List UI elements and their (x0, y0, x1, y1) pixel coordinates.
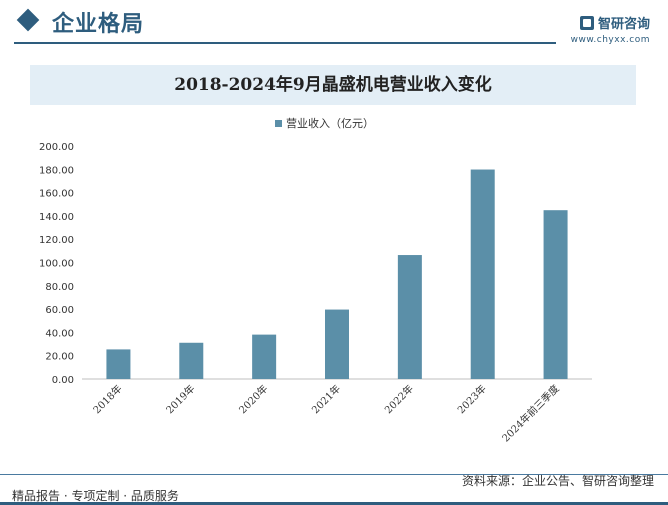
bar (543, 210, 568, 379)
x-tick-label: 2024年前三季度 (499, 382, 562, 445)
legend-label: 营业收入（亿元） (286, 116, 374, 130)
bar (325, 309, 349, 379)
bar (179, 342, 204, 379)
x-tick-label: 2020年 (236, 382, 270, 416)
y-tick-label: 180.00 (39, 165, 74, 176)
x-tick-label: 2021年 (309, 382, 343, 416)
footer-slogan: 精品报告 · 专项定制 · 品质服务 (12, 489, 179, 503)
y-tick-label: 160.00 (39, 189, 74, 200)
bar (470, 169, 495, 379)
x-tick-label: 2022年 (382, 382, 416, 416)
source-note: 资料来源：企业公告、智研咨询整理 (461, 474, 654, 488)
section-title: 企业格局 (52, 12, 145, 37)
brand-url: www.chyxx.com (570, 35, 650, 45)
y-tick-label: 120.00 (39, 235, 74, 246)
bar (252, 334, 277, 379)
y-tick-label: 100.00 (39, 259, 74, 270)
legend-swatch (275, 120, 282, 127)
brand: 智研咨询 www.chyxx.com (571, 12, 650, 45)
chart-title: 2018-2024年9月晶盛机电营业收入变化 (174, 75, 492, 95)
title-banner: 2018-2024年9月晶盛机电营业收入变化 (30, 65, 636, 105)
x-tick-label: 2023年 (455, 382, 489, 416)
brand-name: 智研咨询 (597, 17, 650, 32)
footer-bar (0, 502, 668, 505)
y-tick-label: 0.00 (52, 375, 74, 386)
footer-divider (0, 474, 668, 475)
y-tick-label: 20.00 (45, 352, 74, 363)
brand-logo-icon (579, 15, 594, 30)
y-tick-label: 140.00 (39, 212, 74, 223)
bar (397, 255, 422, 379)
bar (106, 349, 131, 379)
diamond-icon (16, 8, 40, 32)
header: 企业格局 智研咨询 www.chyxx.com (0, 0, 668, 48)
bar-chart: 营业收入（亿元） 0.00 20.00 40.00 60.00 80.00 100.00 12… (39, 116, 592, 445)
y-tick-label: 60.00 (45, 305, 74, 316)
y-tick-label: 40.00 (45, 328, 74, 339)
header-divider (14, 42, 556, 44)
y-tick-label: 80.00 (45, 282, 74, 293)
x-tick-label: 2019年 (163, 382, 197, 416)
x-tick-label: 2018年 (90, 382, 124, 416)
y-tick-label: 200.00 (39, 142, 74, 153)
